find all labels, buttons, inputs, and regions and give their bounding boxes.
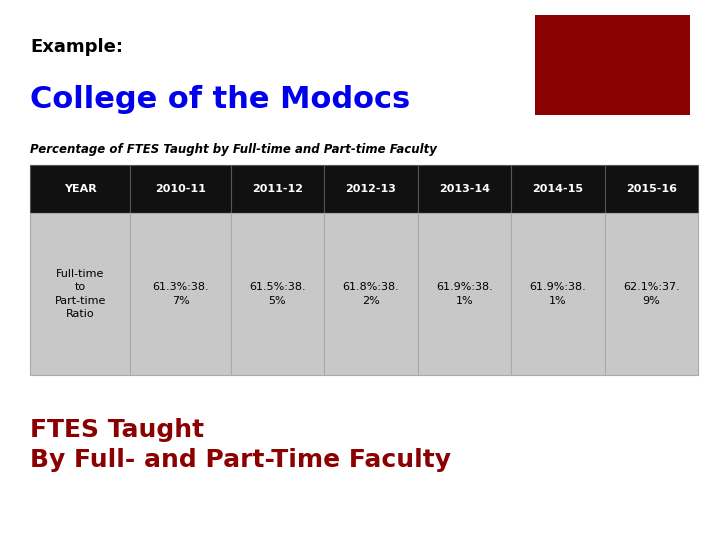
Bar <box>605 165 698 213</box>
Bar <box>605 213 698 375</box>
Bar <box>230 213 324 375</box>
Text: 2011-12: 2011-12 <box>252 184 303 194</box>
Bar <box>324 165 418 213</box>
Text: 61.3%:38.
7%: 61.3%:38. 7% <box>152 282 209 306</box>
Bar <box>30 213 130 375</box>
Text: College of the Modocs: College of the Modocs <box>30 85 410 114</box>
Bar <box>130 165 230 213</box>
Bar <box>230 165 324 213</box>
Bar <box>511 165 605 213</box>
Text: 61.5%:38.
5%: 61.5%:38. 5% <box>249 282 306 306</box>
Text: 62.1%:37.
9%: 62.1%:37. 9% <box>623 282 680 306</box>
Text: YEAR: YEAR <box>64 184 96 194</box>
Text: 61.9%:38.
1%: 61.9%:38. 1% <box>529 282 586 306</box>
Text: 61.9%:38.
1%: 61.9%:38. 1% <box>436 282 492 306</box>
Bar <box>535 15 690 115</box>
Bar <box>30 165 130 213</box>
Text: 2015-16: 2015-16 <box>626 184 677 194</box>
Text: Full-time
to
Part-time
Ratio: Full-time to Part-time Ratio <box>55 269 106 319</box>
Bar <box>130 213 230 375</box>
Text: 61.8%:38.
2%: 61.8%:38. 2% <box>343 282 400 306</box>
Text: Example:: Example: <box>30 38 123 56</box>
Bar <box>418 213 511 375</box>
Bar <box>511 213 605 375</box>
Bar <box>418 165 511 213</box>
Text: Percentage of FTES Taught by Full-time and Part-time Faculty: Percentage of FTES Taught by Full-time a… <box>30 143 437 156</box>
Text: FTES Taught
By Full- and Part-Time Faculty: FTES Taught By Full- and Part-Time Facul… <box>30 418 451 472</box>
Text: 2012-13: 2012-13 <box>346 184 396 194</box>
Text: 2010-11: 2010-11 <box>155 184 206 194</box>
Bar <box>324 213 418 375</box>
Text: 2014-15: 2014-15 <box>532 184 583 194</box>
Text: 2013-14: 2013-14 <box>439 184 490 194</box>
